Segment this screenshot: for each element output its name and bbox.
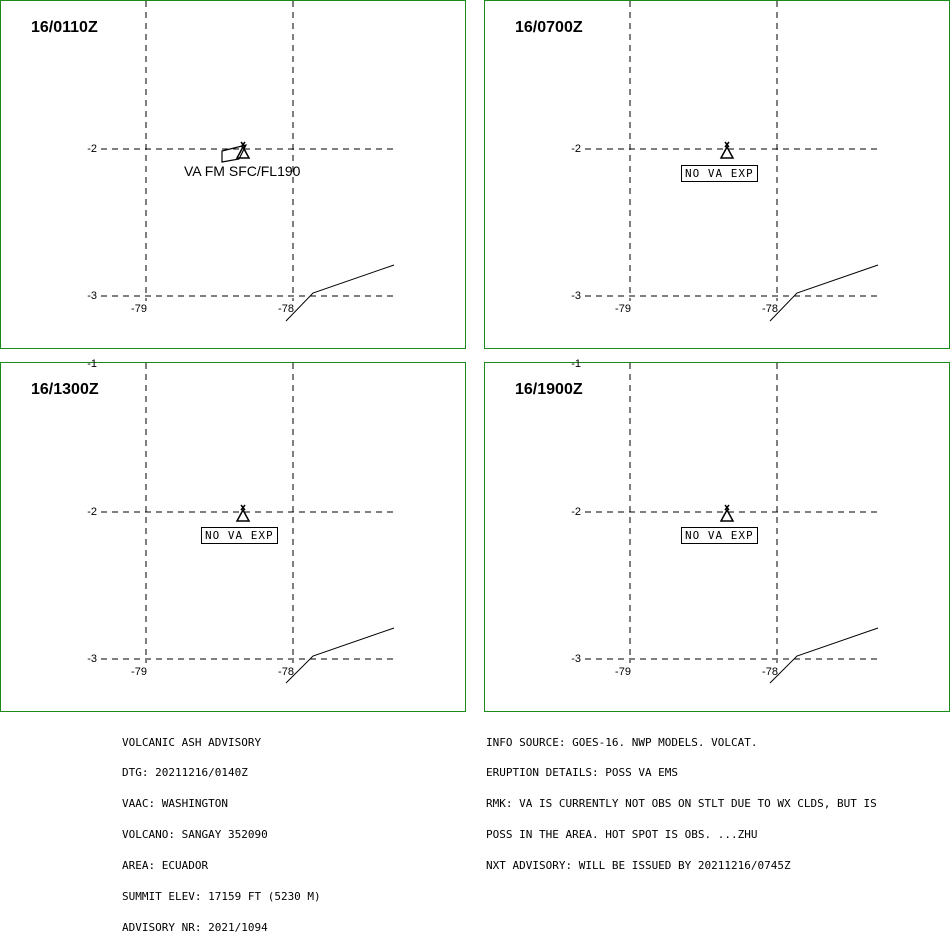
advisory-info-source: INFO SOURCE: GOES-16. NWP MODELS. VOLCAT…: [486, 735, 758, 749]
no-va-exp-box: NO VA EXP: [681, 165, 758, 182]
advisory-header-block: VOLCANIC ASH ADVISORY DTG: 20211216/0140…: [122, 717, 321, 944]
advisory-volcano: VOLCANO: SANGAY 352090: [122, 828, 268, 842]
coastline: [285, 264, 395, 322]
advisory-summit-elev: SUMMIT ELEV: 17159 FT (5230 M): [122, 890, 321, 904]
ash-cloud-polygon: [221, 144, 248, 163]
advisory-area: AREA: ECUADOR: [122, 859, 209, 873]
lon-label-minus-78: -78: [278, 666, 294, 678]
map-panel-4: -1 -2 -3 -79 -78 16/1900Z NO VA EXP: [484, 358, 950, 712]
no-va-exp-box: NO VA EXP: [681, 527, 758, 544]
lat-label-minus-2: -2: [571, 143, 581, 155]
lat-label-minus-3: -3: [87, 653, 97, 665]
coastline: [769, 627, 879, 684]
volcano-symbol-icon: [719, 504, 735, 522]
graticule: [585, 363, 880, 663]
graticule: [585, 1, 880, 301]
lon-label-minus-78: -78: [762, 666, 778, 678]
lon-label-minus-78: -78: [762, 303, 778, 315]
lon-label-minus-79: -79: [131, 666, 147, 678]
panel-time-label: 16/0110Z: [31, 19, 98, 36]
advisory-details-block: INFO SOURCE: GOES-16. NWP MODELS. VOLCAT…: [486, 717, 877, 882]
volcano-symbol-icon: [719, 141, 735, 159]
map-panel-4-canvas: -1 -2 -3 -79 -78: [571, 358, 880, 684]
panel-time-label: 16/1300Z: [31, 381, 99, 398]
advisory-eruption-details: ERUPTION DETAILS: POSS VA EMS: [486, 766, 679, 780]
map-panel-2: -2 -3 -79 -78 16/0700Z NO VA EXP: [484, 0, 950, 349]
advisory-dtg: DTG: 20211216/0140Z: [122, 766, 248, 780]
advisory-title: VOLCANIC ASH ADVISORY: [122, 735, 262, 749]
graticule: [101, 1, 396, 301]
lat-label-minus-3: -3: [571, 290, 581, 302]
lon-label-minus-78: -78: [278, 303, 294, 315]
lat-label-minus-1: -1: [87, 358, 97, 370]
lat-label-minus-2: -2: [571, 506, 581, 518]
lat-label-minus-1: -1: [571, 358, 581, 370]
lon-label-minus-79: -79: [615, 666, 631, 678]
graticule: [101, 363, 396, 663]
advisory-vaac: VAAC: WASHINGTON: [122, 797, 228, 811]
map-panel-1-canvas: -2 -3 -79 -78: [87, 1, 396, 322]
lon-label-minus-79: -79: [131, 303, 147, 315]
lon-label-minus-79: -79: [615, 303, 631, 315]
panel-time-label: 16/1900Z: [515, 381, 583, 398]
advisory-number: ADVISORY NR: 2021/1094: [122, 920, 268, 934]
coastline: [769, 264, 879, 322]
lat-label-minus-3: -3: [87, 290, 97, 302]
lat-label-minus-2: -2: [87, 506, 97, 518]
ash-height-label: VA FM SFC/FL190: [184, 163, 301, 179]
advisory-remarks-line-1: RMK: VA IS CURRENTLY NOT OBS ON STLT DUE…: [486, 797, 877, 811]
coastline: [285, 627, 395, 684]
lat-label-minus-3: -3: [571, 653, 581, 665]
lat-label-minus-2: -2: [87, 143, 97, 155]
volcano-symbol-icon: [235, 504, 251, 522]
map-panel-3-canvas: -1 -2 -3 -79 -78: [87, 358, 396, 684]
volcano-symbol-icon: [235, 141, 251, 159]
map-panel-3: -1 -2 -3 -79 -78 16/1300Z NO VA EXP: [0, 358, 466, 712]
advisory-remarks-line-2: POSS IN THE AREA. HOT SPOT IS OBS. ...ZH…: [486, 828, 758, 842]
panel-time-label: 16/0700Z: [515, 19, 583, 36]
no-va-exp-box: NO VA EXP: [201, 527, 278, 544]
map-panel-1: -2 -3 -79 -78 16/0110Z VA FM SFC/FL190: [0, 0, 466, 349]
map-panel-2-canvas: -2 -3 -79 -78: [571, 1, 880, 322]
advisory-next: NXT ADVISORY: WILL BE ISSUED BY 20211216…: [486, 859, 791, 873]
